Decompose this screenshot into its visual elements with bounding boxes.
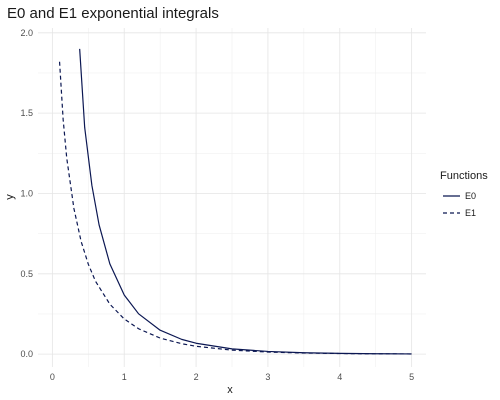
x-tick-label: 1 bbox=[122, 372, 127, 382]
series-line-e1 bbox=[58, 61, 412, 355]
x-tick-label: 2 bbox=[194, 372, 199, 382]
x-tick-label: 4 bbox=[337, 372, 342, 382]
x-tick-label: 5 bbox=[409, 372, 414, 382]
y-tick-label: 0.5 bbox=[20, 269, 33, 279]
legend-label-e1: E1 bbox=[465, 208, 476, 218]
tick-labels: 0 1 2 3 4 5 0.0 0.5 1.0 1.5 2.0 bbox=[20, 28, 414, 382]
y-tick-label: 0.0 bbox=[20, 349, 33, 359]
series-line-e0 bbox=[79, 48, 412, 355]
grid-lines bbox=[38, 28, 426, 367]
y-axis-title: y bbox=[4, 194, 16, 200]
legend: Functions E0 E1 bbox=[440, 170, 488, 218]
x-tick-label: 3 bbox=[265, 372, 270, 382]
legend-title: Functions bbox=[440, 170, 488, 182]
x-tick-label: 0 bbox=[50, 372, 55, 382]
series-layer bbox=[58, 48, 412, 355]
y-tick-label: 2.0 bbox=[20, 28, 33, 38]
x-axis-title: x bbox=[227, 384, 233, 396]
chart-title: E0 and E1 exponential integrals bbox=[7, 5, 219, 22]
y-tick-label: 1.0 bbox=[20, 188, 33, 198]
legend-label-e0: E0 bbox=[465, 191, 476, 201]
y-tick-label: 1.5 bbox=[20, 108, 33, 118]
